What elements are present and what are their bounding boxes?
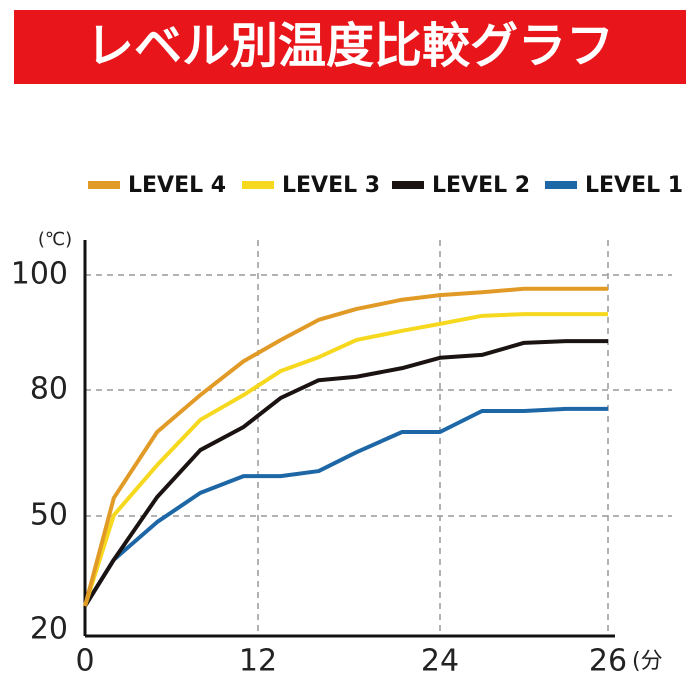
y-axis-label: (℃) (38, 229, 72, 250)
legend-label: LEVEL 2 (432, 173, 530, 198)
line-series (83, 406, 608, 608)
line-series (83, 339, 608, 608)
y-tick-label: 100 (11, 257, 68, 292)
y-tick-label: 80 (30, 372, 68, 407)
x-axis-label: (分 (632, 649, 663, 674)
legend-label: LEVEL 4 (128, 173, 226, 198)
line-series (83, 312, 608, 607)
title-banner (14, 10, 686, 84)
x-tick-label: 24 (421, 644, 459, 679)
x-tick-label: 0 (75, 644, 94, 679)
legend-label: LEVEL 3 (282, 173, 380, 198)
x-tick-label: 26 (589, 644, 627, 679)
line-series (83, 286, 608, 607)
y-tick-label: 20 (30, 612, 68, 647)
x-tick-label: 12 (239, 644, 277, 679)
chart-title: レベル別温度比較グラフ (86, 18, 614, 74)
legend-label: LEVEL 1 (585, 173, 683, 198)
y-tick-label: 50 (30, 498, 68, 533)
